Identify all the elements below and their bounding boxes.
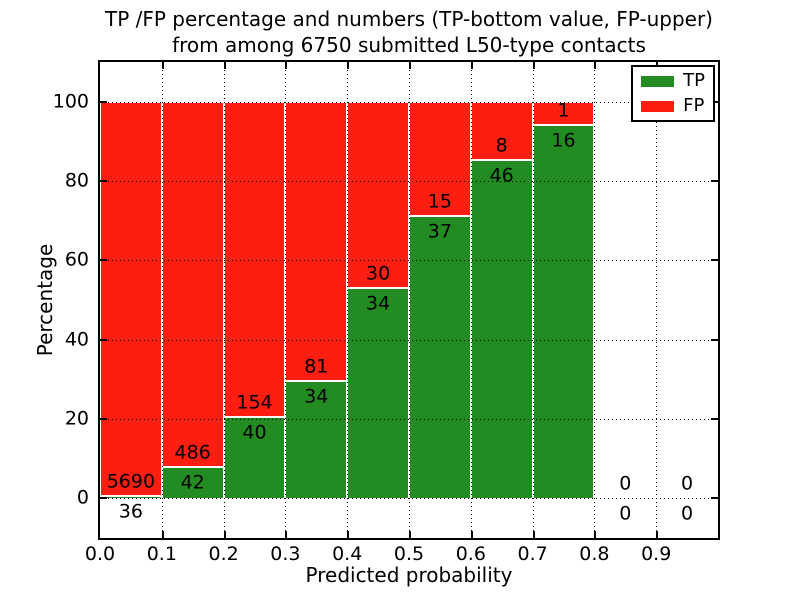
legend-item-tp: TP bbox=[641, 72, 705, 90]
y-tick-left-0 bbox=[100, 497, 107, 500]
gridline-x-0.8 bbox=[594, 62, 596, 538]
x-tick-bottom-0.5 bbox=[409, 531, 411, 538]
bar-fp-2 bbox=[223, 101, 286, 417]
tp-count-label-9: 0 bbox=[681, 502, 694, 525]
x-tick-bottom-0.7 bbox=[532, 531, 535, 538]
tp-count-label-4: 34 bbox=[366, 292, 391, 315]
tp-count-label-7: 16 bbox=[551, 129, 576, 152]
tp-count-label-5: 37 bbox=[427, 220, 452, 243]
x-tick-top-0.1 bbox=[161, 62, 164, 69]
x-tick-label-0.4: 0.4 bbox=[332, 543, 363, 565]
x-tick-label-0.3: 0.3 bbox=[270, 543, 301, 565]
gridline-x-0.9 bbox=[656, 62, 658, 538]
x-tick-bottom-0.4 bbox=[347, 531, 350, 538]
gridline-x-0.2 bbox=[223, 62, 225, 538]
fp-count-label-2: 154 bbox=[236, 391, 273, 414]
bar-tp-0 bbox=[100, 495, 162, 499]
fp-count-label-1: 486 bbox=[174, 441, 211, 464]
x-tick-top-0.8 bbox=[594, 62, 597, 69]
gridline-x-0.4 bbox=[347, 62, 349, 538]
x-tick-bottom-0.1 bbox=[161, 531, 164, 538]
y-tick-label-100: 100 bbox=[52, 90, 89, 113]
bar-tp-6 bbox=[470, 160, 533, 499]
bar-tp-4 bbox=[347, 287, 409, 499]
y-axis-label: Percentage bbox=[33, 243, 57, 357]
y-tick-label-60: 60 bbox=[64, 248, 89, 271]
y-tick-right-0 bbox=[711, 497, 718, 500]
gridline-x-0.3 bbox=[285, 62, 287, 538]
tp-legend-label: TP bbox=[683, 70, 705, 91]
bar-tp-3 bbox=[285, 381, 348, 499]
x-tick-label-0.6: 0.6 bbox=[455, 543, 486, 565]
bar-fp-0 bbox=[100, 101, 162, 496]
x-tick-bottom-0.2 bbox=[223, 531, 226, 538]
legend-item-fp: FP bbox=[641, 97, 705, 115]
y-tick-left-100 bbox=[100, 100, 107, 103]
x-tick-top-0.5 bbox=[409, 62, 411, 69]
y-tick-label-40: 40 bbox=[64, 328, 89, 351]
x-tick-top-0.6 bbox=[470, 62, 473, 69]
fp-count-label-6: 8 bbox=[495, 134, 508, 157]
y-tick-label-0: 0 bbox=[76, 486, 89, 509]
gridline-x-0.1 bbox=[161, 62, 163, 538]
gridline-x-0.5 bbox=[409, 62, 410, 538]
tp-count-label-2: 40 bbox=[242, 421, 267, 444]
fp-count-label-8: 0 bbox=[619, 472, 632, 495]
bar-tp-5 bbox=[409, 216, 471, 499]
tp-count-label-0: 36 bbox=[118, 500, 143, 523]
y-tick-label-20: 20 bbox=[64, 407, 89, 430]
chart-title: TP /FP percentage and numbers (TP-bottom… bbox=[100, 6, 718, 58]
fp-count-label-3: 81 bbox=[304, 355, 329, 378]
fp-count-label-0: 5690 bbox=[106, 470, 156, 493]
tp-legend-swatch bbox=[641, 75, 675, 87]
y-tick-left-80 bbox=[100, 180, 107, 182]
x-tick-label-0.2: 0.2 bbox=[208, 543, 239, 565]
fp-count-label-5: 15 bbox=[427, 190, 452, 213]
bar-fp-1 bbox=[161, 101, 224, 467]
fp-count-label-4: 30 bbox=[366, 262, 391, 285]
tp-count-label-6: 46 bbox=[489, 164, 514, 187]
tp-count-label-8: 0 bbox=[619, 502, 632, 525]
x-tick-bottom-0.9 bbox=[656, 531, 659, 538]
x-tick-label-0.9: 0.9 bbox=[641, 543, 672, 565]
x-tick-label-0.0: 0.0 bbox=[84, 543, 116, 565]
x-tick-label-0.1: 0.1 bbox=[146, 543, 177, 565]
y-tick-left-60 bbox=[100, 259, 107, 262]
bar-tp-7 bbox=[532, 124, 595, 499]
x-tick-top-0.3 bbox=[285, 62, 288, 69]
x-tick-top-0.4 bbox=[347, 62, 350, 69]
plot-area: TP FP 0.0 0.1 0.2 0.3 0.4 0.5 0.6 0.7 0.8 0.9 0 20 4… bbox=[53, 60, 720, 564]
x-tick-top-0.2 bbox=[223, 62, 226, 69]
chart-title-line1: TP /FP percentage and numbers (TP-bottom… bbox=[105, 7, 713, 31]
gridline-x-0.7 bbox=[532, 62, 534, 538]
gridline-x-0.6 bbox=[470, 62, 472, 538]
chart-title-line2: from among 6750 submitted L50-type conta… bbox=[172, 33, 646, 57]
x-tick-label-0.5: 0.5 bbox=[393, 543, 425, 565]
tp-count-label-3: 34 bbox=[304, 385, 329, 408]
y-tick-right-60 bbox=[711, 259, 718, 262]
tp-count-label-1: 42 bbox=[180, 471, 205, 494]
x-tick-label-0.8: 0.8 bbox=[579, 543, 610, 565]
y-tick-right-20 bbox=[711, 418, 718, 420]
x-axis-label: Predicted probability bbox=[305, 563, 513, 587]
x-tick-bottom-0.6 bbox=[470, 531, 473, 538]
bar-tp-2 bbox=[223, 416, 286, 499]
y-tick-right-40 bbox=[711, 338, 718, 341]
fp-legend-label: FP bbox=[683, 95, 705, 116]
y-tick-label-80: 80 bbox=[64, 169, 89, 192]
x-tick-bottom-0.3 bbox=[285, 531, 288, 538]
y-tick-right-80 bbox=[711, 180, 718, 182]
y-tick-left-20 bbox=[100, 418, 107, 420]
fp-legend-swatch bbox=[641, 100, 675, 112]
x-tick-top-0.7 bbox=[532, 62, 535, 69]
legend: TP FP bbox=[631, 65, 715, 122]
fp-count-label-9: 0 bbox=[681, 472, 694, 495]
x-tick-bottom-0.8 bbox=[594, 531, 597, 538]
x-tick-label-0.7: 0.7 bbox=[517, 543, 548, 565]
fp-count-label-7: 1 bbox=[557, 99, 570, 122]
y-tick-left-40 bbox=[100, 338, 107, 341]
